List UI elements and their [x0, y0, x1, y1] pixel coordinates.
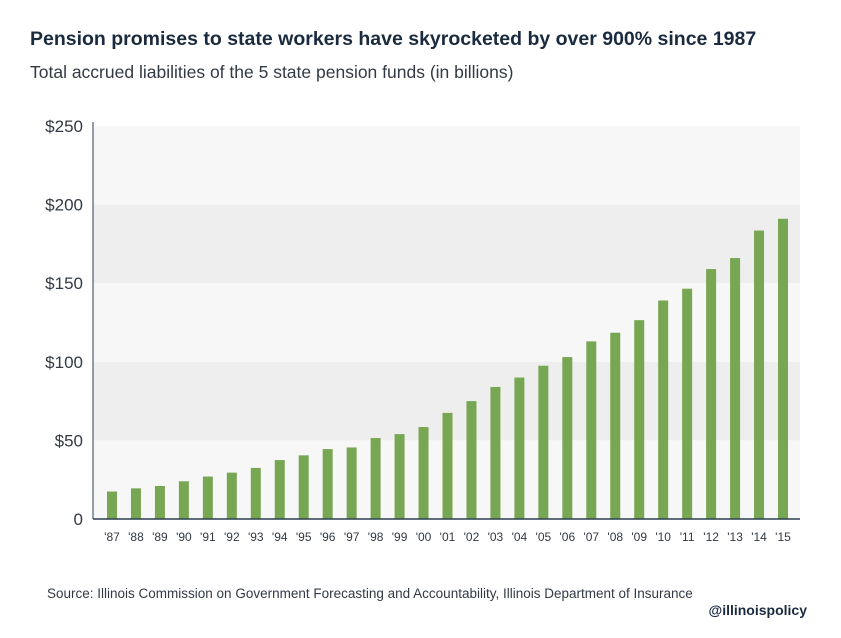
- bar: [562, 357, 573, 519]
- x-tick-label: '04: [512, 530, 528, 544]
- bar: [394, 434, 405, 519]
- grid-band: [93, 126, 800, 205]
- x-tick-label: '92: [224, 530, 240, 544]
- bar: [346, 447, 357, 519]
- x-tick-label: '93: [248, 530, 264, 544]
- chart-subtitle: Total accrued liabilities of the 5 state…: [30, 62, 514, 82]
- bar: [538, 365, 549, 519]
- x-tick-label: '14: [751, 530, 767, 544]
- bar: [418, 427, 429, 519]
- x-tick-label: '95: [296, 530, 312, 544]
- x-tick-label: '88: [128, 530, 144, 544]
- y-tick-label: $200: [45, 196, 83, 215]
- bar: [107, 491, 117, 519]
- x-axis-ticks: '87 '88 '89 '90 '91 '92 '93 '94 '95 '96 '97 '98 '99 '…: [104, 530, 791, 544]
- bar: [226, 472, 237, 519]
- bar: [610, 332, 621, 519]
- bar: [778, 218, 788, 520]
- x-tick-label: '09: [631, 530, 647, 544]
- x-tick-label: '87: [104, 530, 120, 544]
- bar: [250, 467, 261, 519]
- x-tick-label: '06: [560, 530, 576, 544]
- bar: [154, 485, 165, 519]
- x-tick-label: '07: [583, 530, 599, 544]
- x-tick-label: '91: [200, 530, 216, 544]
- x-tick-label: '96: [320, 530, 336, 544]
- bar: [322, 449, 333, 519]
- x-tick-label: '11: [680, 530, 695, 544]
- y-tick-label: $50: [55, 431, 83, 450]
- grid-band: [93, 283, 800, 362]
- bar: [202, 476, 213, 519]
- bar: [466, 401, 477, 519]
- x-tick-label: '97: [344, 530, 360, 544]
- x-tick-label: '90: [176, 530, 192, 544]
- x-tick-label: '02: [464, 530, 480, 544]
- social-handle: @illinoispolicy: [708, 602, 807, 618]
- x-tick-label: '00: [416, 530, 432, 544]
- y-tick-label: 0: [74, 510, 83, 529]
- bar: [298, 455, 309, 519]
- bar: [634, 320, 645, 519]
- source-note: Source: Illinois Commission on Governmen…: [47, 586, 693, 601]
- x-tick-label: '12: [703, 530, 719, 544]
- bar: [658, 300, 669, 519]
- bars: [107, 218, 788, 520]
- x-tick-label: '15: [775, 530, 791, 544]
- y-tick-label: $150: [45, 274, 83, 293]
- y-axis-ticks: 0 $50 $100 $150 $200 $250: [45, 117, 83, 529]
- bar: [586, 341, 597, 519]
- bar-chart: 0$50$100$150$200$250 '87'88'89'90'91'92 '…: [45, 117, 800, 544]
- bar: [490, 386, 501, 519]
- bar: [370, 438, 381, 519]
- x-tick-label: '05: [536, 530, 552, 544]
- grid-band: [93, 204, 800, 284]
- x-tick-label: '01: [440, 530, 456, 544]
- x-tick-label: '99: [392, 530, 408, 544]
- bar: [730, 258, 741, 519]
- x-tick-label: '94: [272, 530, 288, 544]
- y-tick-label: $250: [45, 117, 83, 136]
- y-tick-label: $100: [45, 353, 83, 372]
- x-tick-label: '89: [152, 530, 168, 544]
- x-tick-label: '10: [655, 530, 671, 544]
- x-tick-label: '98: [368, 530, 384, 544]
- x-tick-label: '03: [488, 530, 504, 544]
- x-tick-label: '13: [727, 530, 743, 544]
- bar: [442, 412, 453, 519]
- bar: [682, 288, 693, 519]
- chart-title: Pension promises to state workers have s…: [30, 28, 757, 50]
- x-tick-label: '08: [607, 530, 623, 544]
- bar: [130, 488, 141, 519]
- bar: [706, 269, 717, 519]
- bar: [754, 230, 765, 519]
- bar: [274, 460, 285, 519]
- bar: [178, 481, 189, 519]
- bar: [514, 377, 525, 519]
